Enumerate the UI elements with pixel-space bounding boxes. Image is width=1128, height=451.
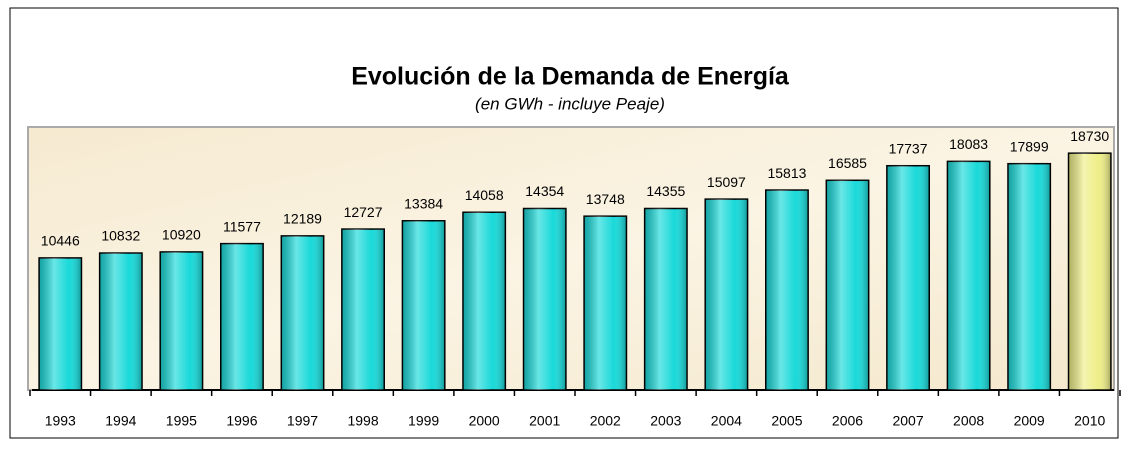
x-tick-label: 2006 xyxy=(832,413,863,429)
x-tick-label: 1995 xyxy=(166,413,197,429)
data-label: 14058 xyxy=(465,187,504,203)
data-label: 14354 xyxy=(525,183,564,199)
bar xyxy=(1007,162,1052,391)
bar xyxy=(159,251,204,391)
data-label: 10920 xyxy=(162,227,201,243)
bar xyxy=(462,211,507,391)
x-tick-label: 2005 xyxy=(771,413,802,429)
data-label: 15097 xyxy=(707,174,746,190)
bar xyxy=(401,220,446,391)
bar xyxy=(765,189,809,391)
data-label: 14355 xyxy=(646,183,685,199)
bar xyxy=(1067,152,1112,391)
bar xyxy=(643,207,688,391)
data-label: 16585 xyxy=(828,155,867,171)
x-tick-label: 1993 xyxy=(45,413,76,429)
data-label: 18730 xyxy=(1070,128,1109,144)
data-label: 15813 xyxy=(767,165,806,181)
bar xyxy=(704,198,749,391)
bar xyxy=(220,242,264,391)
x-tick-label: 2010 xyxy=(1074,413,1105,429)
x-tick-label: 2001 xyxy=(529,413,560,429)
x-tick-label: 2000 xyxy=(469,413,500,429)
x-tick-label: 1999 xyxy=(408,413,439,429)
plot-area xyxy=(27,126,1115,391)
chart-title: Evolución de la Demanda de Energía xyxy=(351,63,790,91)
x-tick-label: 2002 xyxy=(590,413,621,429)
bar xyxy=(98,252,143,391)
bar xyxy=(886,164,930,391)
x-tick-label: 2004 xyxy=(711,413,742,429)
data-label: 12189 xyxy=(283,211,322,227)
data-label: 13384 xyxy=(404,195,443,211)
bar xyxy=(583,215,628,391)
data-label: 13748 xyxy=(586,191,625,207)
bar xyxy=(825,179,870,391)
x-tick-label: 2008 xyxy=(953,413,984,429)
x-tick-label: 1998 xyxy=(347,413,378,429)
x-tick-label: 2009 xyxy=(1014,413,1045,429)
data-label: 10832 xyxy=(101,228,140,244)
data-label: 12727 xyxy=(344,204,383,220)
x-tick-label: 2007 xyxy=(892,413,923,429)
bar xyxy=(38,257,83,391)
x-tick-label: 1994 xyxy=(105,413,136,429)
x-tick-label: 1996 xyxy=(226,413,257,429)
bar xyxy=(946,160,991,391)
data-label: 10446 xyxy=(41,233,80,249)
chart-subtitle: (en GWh - incluye Peaje) xyxy=(475,94,665,113)
bar xyxy=(341,228,386,391)
data-label: 17737 xyxy=(889,140,928,156)
data-label: 11577 xyxy=(223,218,261,234)
x-tick-label: 1997 xyxy=(287,413,318,429)
data-label: 17899 xyxy=(1010,138,1049,154)
bar xyxy=(280,235,325,391)
data-label: 18083 xyxy=(949,136,988,152)
bar xyxy=(522,207,567,391)
x-tick-label: 2003 xyxy=(650,413,681,429)
